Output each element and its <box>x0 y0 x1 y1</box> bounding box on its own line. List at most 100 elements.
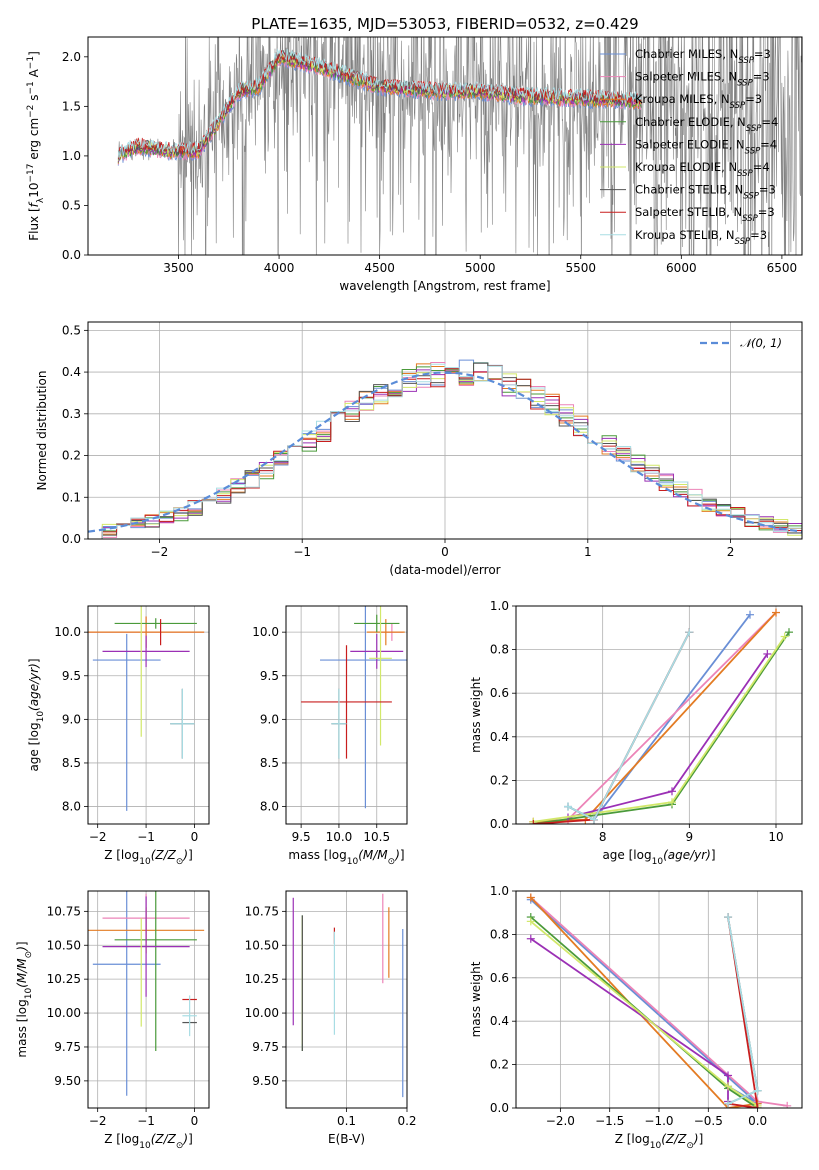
y-tick-label: 9.0 <box>260 712 279 726</box>
x-label-part: (M/M <box>358 848 388 862</box>
x-label-part: ] <box>188 848 193 862</box>
x-label-part: Z [log <box>615 1132 650 1146</box>
x-label-sub: 10 <box>650 1141 662 1151</box>
x-label-sub: 10 <box>652 857 664 867</box>
y-tick-label: 2.0 <box>62 50 81 64</box>
y-tick-label: 0.5 <box>62 198 81 212</box>
legend-count: =4 <box>760 137 777 151</box>
y-tick-label: 10.50 <box>245 938 279 952</box>
y-axis-label: age [log10(age/yr)] <box>27 658 46 771</box>
legend-sub: SSP <box>743 192 759 202</box>
y-label-part: (M/M <box>15 958 29 988</box>
y-tick-label: 10.25 <box>47 972 81 986</box>
axes-age_vs_mass: 9.5 10.0 10.5 8.0 8.5 9.0 9.5 10.0 mass [log10(M… <box>252 605 408 867</box>
x-label-sub: ⊙ <box>176 1141 184 1151</box>
plot-area-age_vs_mass <box>301 606 407 809</box>
y-tick-label: 9.75 <box>54 1040 81 1054</box>
y-tick-label: 10.75 <box>245 904 279 918</box>
x-tick-label: 1 <box>584 545 592 559</box>
legend-name: Kroupa ELODIE, N <box>635 160 737 174</box>
legend-name: Salpeter ELODIE, N <box>635 137 745 151</box>
histogram-step <box>88 363 802 539</box>
legend-name: Salpeter MILES, N <box>635 70 737 84</box>
x-tick-label: 5000 <box>465 261 496 275</box>
y-label-part: ] <box>15 941 29 946</box>
y-axis-label: mass weight <box>469 961 483 1037</box>
legend-sub: SSP <box>742 214 758 224</box>
y-label-part: erg cm <box>27 118 41 164</box>
plot-area-mass_vs_EBV <box>292 893 404 1098</box>
x-tick-label: −2 <box>89 1114 107 1128</box>
x-tick-label: 8 <box>599 830 607 844</box>
x-label-part: (Z/Z <box>151 848 177 862</box>
y-label-part: λ <box>36 197 46 203</box>
x-axis-label: age [log10(age/yr)] <box>602 848 715 867</box>
plot-area-mass_vs_Z <box>88 891 205 1096</box>
y-tick-label: 9.50 <box>252 1074 279 1088</box>
legend-name: Chabrier ELODIE, N <box>635 115 746 129</box>
y-tick-label: 0.2 <box>490 773 509 787</box>
x-tick-label: 0 <box>441 545 449 559</box>
legend-count: =3 <box>759 183 776 197</box>
x-tick-label: 10 <box>768 830 783 844</box>
y-tick-label: 0.8 <box>490 927 509 941</box>
axes-frame <box>515 890 803 1109</box>
legend-entry: Salpeter STELIB, NSSP=3 <box>635 205 775 224</box>
x-label-part: ) <box>182 848 188 862</box>
mass-weight-line <box>530 920 759 1107</box>
legend-count: =3 <box>758 205 775 219</box>
legend-entry: Salpeter ELODIE, NSSP=4 <box>635 137 777 156</box>
legend-count: =3 <box>750 228 767 242</box>
x-label-part: Z [log <box>104 848 139 862</box>
x-tick-label: 6000 <box>666 261 697 275</box>
x-tick-label: −1 <box>137 830 155 844</box>
legend-sub: SSP <box>737 169 753 179</box>
x-tick-label: −0.5 <box>694 1114 723 1128</box>
y-tick-label: 9.75 <box>252 1040 279 1054</box>
plot-area-massweight_vs_Z <box>526 893 792 1108</box>
axes-frame <box>87 321 803 540</box>
y-tick-label: 10.00 <box>47 1006 81 1020</box>
x-label-part: (Z/Z <box>151 1132 177 1146</box>
x-tick-label: −1.5 <box>595 1114 624 1128</box>
model-spectrum-line <box>117 48 642 158</box>
x-label-part: (age/yr) <box>663 848 711 862</box>
legend-entry: Kroupa STELIB, NSSP=3 <box>635 228 767 247</box>
x-tick-label: 0.1 <box>337 1114 356 1128</box>
y-tick-label: 0.6 <box>490 971 509 985</box>
y-label-part: ] <box>27 658 41 663</box>
x-tick-label: −2.0 <box>546 1114 575 1128</box>
legend-name: Salpeter STELIB, N <box>635 205 742 219</box>
y-label-part: s <box>27 94 41 104</box>
x-label-part: ) <box>693 1132 699 1146</box>
x-tick-label: 4000 <box>264 261 295 275</box>
legend-sub: SSP <box>746 124 762 134</box>
y-tick-label: 0.2 <box>62 449 81 463</box>
x-axis-label: Z [log10(Z/Z⊙)] <box>104 1132 193 1151</box>
y-tick-label: 10.0 <box>54 625 81 639</box>
legend-entry: Chabrier ELODIE, NSSP=4 <box>635 115 778 134</box>
x-label-part: ] <box>699 1132 704 1146</box>
legend-entry: Chabrier MILES, NSSP=3 <box>635 47 771 66</box>
legend-entry: Kroupa ELODIE, NSSP=4 <box>635 160 770 179</box>
y-tick-label: 0.5 <box>62 323 81 337</box>
y-label-part: A <box>27 68 41 81</box>
y-tick-label: 9.0 <box>62 712 81 726</box>
x-label-part: Z [log <box>104 1132 139 1146</box>
axes-frame <box>515 605 803 825</box>
x-tick-label: 3500 <box>163 261 194 275</box>
x-label-sub: 10 <box>139 857 151 867</box>
x-tick-label: 9 <box>686 830 694 844</box>
legend-entry: Kroupa MILES, NSSP=3 <box>635 92 762 111</box>
x-label-sub: 10 <box>347 857 359 867</box>
axes-residual_hist: −2 −1 0 1 2 0.0 0.1 0.2 0.3 0.4 0.5 (data-model)/er… <box>35 321 803 577</box>
mass-weight-line <box>727 916 759 1108</box>
x-label-sub: ⊙ <box>388 857 396 867</box>
figure-title: PLATE=1635, MJD=53053, FIBERID=0532, z=0… <box>251 15 638 33</box>
legend-sub: SSP <box>730 101 746 111</box>
legend-sub: SSP <box>737 79 753 89</box>
x-label-part: ) <box>394 848 400 862</box>
x-tick-label: 5500 <box>565 261 596 275</box>
